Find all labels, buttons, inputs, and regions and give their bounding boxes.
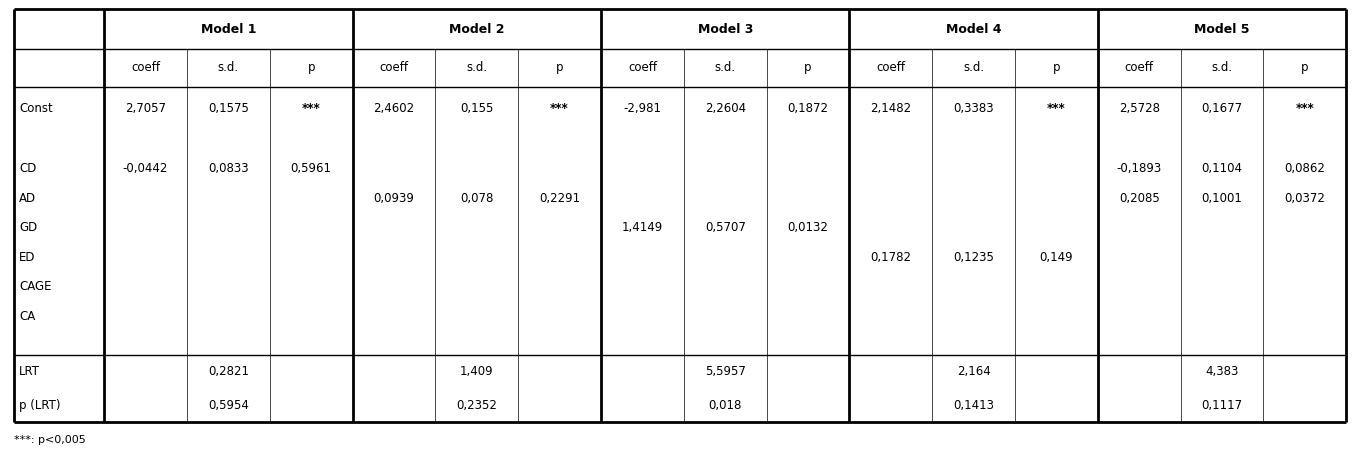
Text: Model 4: Model 4	[946, 22, 1001, 35]
Text: 1,4149: 1,4149	[622, 221, 663, 234]
Text: 1,409: 1,409	[460, 365, 494, 378]
Text: p: p	[1302, 62, 1308, 75]
Text: 0,1413: 0,1413	[953, 399, 994, 412]
Text: p: p	[804, 62, 812, 75]
Text: s.d.: s.d.	[218, 62, 239, 75]
Text: 0,2085: 0,2085	[1119, 192, 1160, 205]
Text: coeff: coeff	[379, 62, 409, 75]
Text: 0,5961: 0,5961	[291, 162, 331, 175]
Text: 0,0132: 0,0132	[787, 221, 828, 234]
Text: 0,1677: 0,1677	[1201, 102, 1242, 115]
Text: ED: ED	[19, 251, 35, 264]
Text: ***: ***	[302, 102, 321, 115]
Text: 0,0939: 0,0939	[373, 192, 414, 205]
Text: CA: CA	[19, 310, 35, 323]
Text: p: p	[556, 62, 563, 75]
Text: 0,1104: 0,1104	[1201, 162, 1242, 175]
Text: 0,155: 0,155	[460, 102, 494, 115]
Text: s.d.: s.d.	[1211, 62, 1233, 75]
Text: -0,1893: -0,1893	[1116, 162, 1162, 175]
Text: Model 5: Model 5	[1195, 22, 1250, 35]
Text: 0,018: 0,018	[709, 399, 741, 412]
Text: CAGE: CAGE	[19, 280, 51, 293]
Text: coeff: coeff	[131, 62, 160, 75]
Text: coeff: coeff	[628, 62, 658, 75]
Text: 0,0862: 0,0862	[1284, 162, 1326, 175]
Text: p: p	[307, 62, 315, 75]
Text: p: p	[1053, 62, 1061, 75]
Text: s.d.: s.d.	[714, 62, 736, 75]
Text: ***: p<0,005: ***: p<0,005	[14, 435, 85, 445]
Text: 2,164: 2,164	[957, 365, 990, 378]
Text: 0,5707: 0,5707	[705, 221, 746, 234]
Text: 0,0372: 0,0372	[1284, 192, 1326, 205]
Text: ***: ***	[1295, 102, 1314, 115]
Text: ***: ***	[551, 102, 570, 115]
Text: Model 1: Model 1	[200, 22, 256, 35]
Text: 0,2352: 0,2352	[456, 399, 497, 412]
Text: 5,5957: 5,5957	[705, 365, 746, 378]
Text: GD: GD	[19, 221, 38, 234]
Text: 0,3383: 0,3383	[954, 102, 994, 115]
Text: 0,2821: 0,2821	[208, 365, 249, 378]
Text: 2,1482: 2,1482	[870, 102, 912, 115]
Text: p (LRT): p (LRT)	[19, 399, 61, 412]
Text: 0,078: 0,078	[460, 192, 494, 205]
Text: 0,1235: 0,1235	[953, 251, 994, 264]
Text: Model 3: Model 3	[698, 22, 752, 35]
Text: 0,2291: 0,2291	[538, 192, 580, 205]
Text: s.d.: s.d.	[467, 62, 487, 75]
Text: 0,1575: 0,1575	[208, 102, 249, 115]
Text: 0,0833: 0,0833	[208, 162, 249, 175]
Text: 0,1001: 0,1001	[1201, 192, 1242, 205]
Text: 2,7057: 2,7057	[124, 102, 166, 115]
Text: 0,5954: 0,5954	[208, 399, 249, 412]
Text: coeff: coeff	[877, 62, 905, 75]
Text: Const: Const	[19, 102, 53, 115]
Text: 2,2604: 2,2604	[705, 102, 746, 115]
Text: 0,1782: 0,1782	[870, 251, 912, 264]
Text: 0,149: 0,149	[1039, 251, 1073, 264]
Text: 0,1872: 0,1872	[787, 102, 828, 115]
Text: ***: ***	[1047, 102, 1066, 115]
Text: -2,981: -2,981	[624, 102, 662, 115]
Text: LRT: LRT	[19, 365, 41, 378]
Text: CD: CD	[19, 162, 37, 175]
Text: Model 2: Model 2	[449, 22, 505, 35]
Text: 4,383: 4,383	[1206, 365, 1239, 378]
Text: AD: AD	[19, 192, 37, 205]
Text: coeff: coeff	[1124, 62, 1154, 75]
Text: -0,0442: -0,0442	[123, 162, 168, 175]
Text: 0,1117: 0,1117	[1201, 399, 1242, 412]
Text: s.d.: s.d.	[963, 62, 984, 75]
Text: 2,4602: 2,4602	[373, 102, 414, 115]
Text: 2,5728: 2,5728	[1119, 102, 1160, 115]
